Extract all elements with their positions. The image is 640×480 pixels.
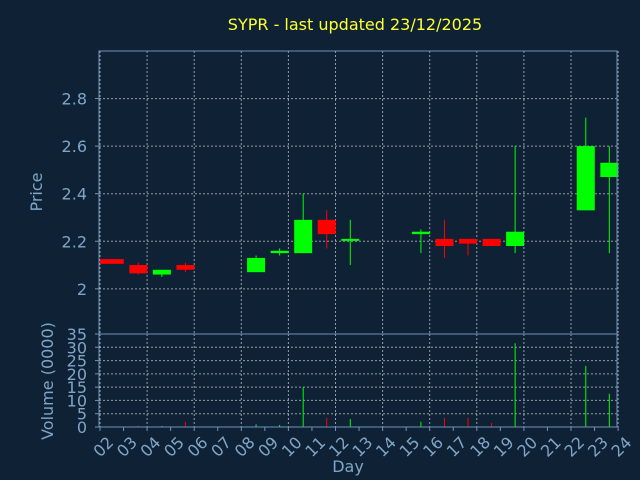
candles xyxy=(100,117,619,277)
volume-frame xyxy=(98,333,618,428)
candle-12 xyxy=(341,219,360,266)
candle-04 xyxy=(152,269,171,277)
candle-body xyxy=(294,219,313,254)
price-axis: 2 2.2 2.4 2.6 2.8 xyxy=(62,90,99,299)
volume-grid xyxy=(99,333,619,428)
x-axis: 0203040506070809101112131415161718192021… xyxy=(89,427,635,461)
candle-08 xyxy=(247,255,266,273)
candle-18 xyxy=(482,238,501,247)
x-tick-label: 24 xyxy=(608,433,636,461)
volume-tick-label: 0 xyxy=(77,418,87,437)
volume-axis-label: Volume (0000) xyxy=(38,322,57,440)
volume-tick-label: 25 xyxy=(67,352,87,371)
candle-body xyxy=(317,219,336,235)
candle-15 xyxy=(411,229,430,254)
candle-body xyxy=(576,146,595,211)
candle-05 xyxy=(176,262,195,273)
candle-02 xyxy=(100,259,124,264)
price-frame xyxy=(98,50,618,335)
price-tick-label: 2.8 xyxy=(62,90,87,109)
price-axis-label: Price xyxy=(27,172,46,211)
chart-title: SYPR - last updated 23/12/2025 xyxy=(228,15,482,34)
price-tick-label: 2.6 xyxy=(62,137,87,156)
candle-body xyxy=(129,265,148,274)
candle-body xyxy=(600,162,619,178)
volume-tick-label: 15 xyxy=(67,378,87,397)
candle-09 xyxy=(270,248,289,256)
candle-body xyxy=(247,257,266,273)
candle-11 xyxy=(317,210,336,249)
candle-17 xyxy=(459,238,478,256)
candle-body xyxy=(459,238,478,244)
volume-tick-label: 20 xyxy=(67,365,87,384)
candle-body xyxy=(341,238,360,241)
volume-tick-label: 10 xyxy=(67,391,87,410)
candle-body xyxy=(100,259,124,264)
volume-tick-label: 35 xyxy=(67,325,87,344)
candle-19 xyxy=(506,146,525,254)
candle-16 xyxy=(435,219,454,258)
candle-body xyxy=(152,269,171,275)
candle-10 xyxy=(294,193,313,254)
price-grid xyxy=(99,51,619,334)
x-axis-label: Day xyxy=(332,457,364,476)
candle-body xyxy=(411,231,430,235)
candle-body xyxy=(435,238,454,247)
volume-bars xyxy=(114,343,610,427)
volume-tick-label: 5 xyxy=(77,405,87,424)
candle-body xyxy=(482,238,501,247)
candle-body xyxy=(270,250,289,254)
price-tick-label: 2 xyxy=(77,280,87,299)
volume-tick-label: 30 xyxy=(67,338,87,357)
candle-body xyxy=(176,265,195,270)
candle-22 xyxy=(576,117,595,211)
candle-23 xyxy=(600,146,619,254)
candle-03 xyxy=(129,262,148,275)
candle-body xyxy=(506,231,525,247)
price-tick-label: 2.4 xyxy=(62,185,87,204)
price-tick-label: 2.2 xyxy=(62,232,87,251)
